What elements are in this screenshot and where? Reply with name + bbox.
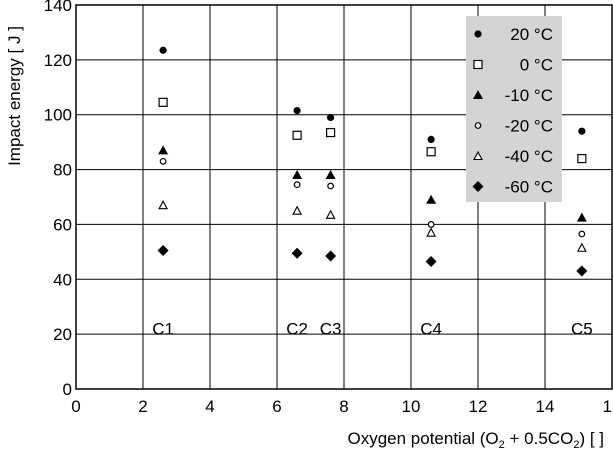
annotations: C1 C2 C3 C4 C5 bbox=[152, 320, 592, 339]
legend-label: 0 °C bbox=[520, 56, 553, 75]
data-point bbox=[325, 170, 336, 180]
data-point bbox=[576, 212, 587, 222]
data-point bbox=[426, 194, 437, 204]
data-point bbox=[158, 200, 169, 210]
legend-marker bbox=[474, 30, 482, 38]
data-points bbox=[157, 46, 588, 277]
data-point bbox=[159, 46, 167, 54]
data-point bbox=[157, 244, 169, 256]
data-point bbox=[577, 154, 587, 164]
group-annotation: C3 bbox=[320, 320, 342, 339]
data-point bbox=[425, 255, 437, 267]
y-tick-label: 100 bbox=[44, 106, 72, 125]
group-annotation: C1 bbox=[152, 320, 174, 339]
data-point bbox=[427, 135, 435, 143]
legend-marker bbox=[474, 122, 482, 129]
data-point bbox=[426, 147, 436, 157]
x-tick-label: 10 bbox=[402, 397, 421, 416]
x-tick-label: 12 bbox=[469, 397, 488, 416]
data-point bbox=[426, 227, 437, 237]
data-point bbox=[293, 181, 301, 189]
y-tick-label: 40 bbox=[53, 270, 72, 289]
legend-label: -20 °C bbox=[505, 117, 553, 136]
x-tick-label: 8 bbox=[339, 397, 348, 416]
data-point bbox=[327, 113, 335, 122]
x-tick-label: 0 bbox=[71, 397, 80, 416]
x-tick-label: 16 bbox=[603, 397, 613, 416]
legend-label: -40 °C bbox=[505, 147, 553, 166]
legend: 20 °C 0 °C -10 °C -20 °C -40 °C -60 °C bbox=[472, 25, 553, 197]
legend-label: 20 °C bbox=[510, 25, 553, 44]
x-tick-label: 14 bbox=[536, 397, 555, 416]
data-point bbox=[292, 130, 302, 140]
data-point bbox=[292, 205, 303, 215]
x-tick-label: 4 bbox=[205, 397, 214, 416]
legend-marker bbox=[473, 90, 483, 99]
legend-label: -60 °C bbox=[505, 178, 553, 197]
data-point bbox=[427, 221, 435, 228]
y-tick-label: 80 bbox=[53, 161, 72, 180]
plot-frame bbox=[75, 4, 613, 390]
y-tick-label: 140 bbox=[44, 0, 72, 15]
group-annotation: C4 bbox=[420, 320, 442, 339]
x-axis-label: Oxygen potential (O2 + 0.5CO2) [ ] bbox=[347, 429, 604, 451]
data-point bbox=[293, 107, 301, 115]
y-tick-label: 60 bbox=[53, 215, 72, 234]
legend-label: -10 °C bbox=[505, 86, 553, 105]
data-point bbox=[327, 182, 335, 190]
legend-box bbox=[466, 16, 562, 202]
data-point bbox=[325, 250, 337, 262]
data-point bbox=[576, 242, 587, 252]
data-point bbox=[326, 127, 336, 138]
y-tick-label: 20 bbox=[53, 325, 72, 344]
data-point bbox=[159, 157, 167, 165]
data-point bbox=[325, 209, 336, 219]
x-tick-label: 6 bbox=[272, 397, 281, 416]
data-point bbox=[576, 265, 588, 277]
data-point bbox=[158, 145, 169, 155]
y-tick-label: 0 bbox=[63, 380, 72, 399]
legend-background bbox=[466, 16, 562, 202]
data-point bbox=[578, 127, 586, 135]
y-axis-label: Impact energy [ J ] bbox=[5, 26, 24, 166]
group-annotation: C2 bbox=[286, 320, 308, 339]
tick-labels: 0 2 4 6 8 10 12 14 16 0 20 40 60 80 100 120 140 bbox=[44, 0, 613, 416]
y-tick-label: 120 bbox=[44, 51, 72, 70]
data-point bbox=[292, 170, 303, 180]
legend-marker bbox=[472, 181, 484, 192]
data-point bbox=[158, 97, 168, 107]
group-annotation: C5 bbox=[571, 320, 593, 339]
plot-border bbox=[75, 4, 613, 390]
data-point bbox=[291, 247, 303, 259]
x-tick-label: 2 bbox=[138, 397, 147, 416]
data-point bbox=[578, 230, 586, 238]
legend-marker bbox=[473, 150, 483, 161]
legend-marker bbox=[473, 59, 483, 70]
